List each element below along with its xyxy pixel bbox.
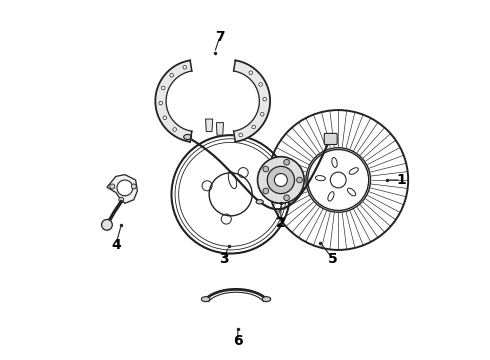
Text: 4: 4 bbox=[111, 238, 121, 252]
Circle shape bbox=[110, 184, 115, 189]
Ellipse shape bbox=[328, 192, 334, 201]
Ellipse shape bbox=[347, 188, 356, 196]
Polygon shape bbox=[155, 60, 192, 142]
Ellipse shape bbox=[228, 171, 237, 189]
Circle shape bbox=[259, 83, 263, 86]
Text: 6: 6 bbox=[233, 334, 243, 348]
Circle shape bbox=[263, 166, 269, 172]
Circle shape bbox=[170, 73, 173, 77]
Circle shape bbox=[131, 184, 136, 189]
Circle shape bbox=[101, 220, 112, 230]
Circle shape bbox=[263, 188, 269, 194]
Circle shape bbox=[306, 148, 370, 212]
Circle shape bbox=[238, 168, 248, 177]
Circle shape bbox=[249, 71, 252, 75]
Circle shape bbox=[172, 135, 290, 253]
Circle shape bbox=[263, 98, 267, 101]
Circle shape bbox=[330, 172, 346, 188]
Ellipse shape bbox=[349, 168, 358, 174]
Ellipse shape bbox=[262, 297, 270, 302]
Circle shape bbox=[267, 166, 294, 194]
Circle shape bbox=[258, 157, 304, 203]
Circle shape bbox=[274, 174, 287, 186]
Circle shape bbox=[239, 133, 243, 137]
Text: 2: 2 bbox=[276, 216, 286, 230]
Circle shape bbox=[161, 86, 165, 90]
Ellipse shape bbox=[184, 134, 192, 139]
Circle shape bbox=[183, 66, 187, 69]
Text: 5: 5 bbox=[328, 252, 338, 266]
Text: 3: 3 bbox=[219, 252, 228, 266]
Circle shape bbox=[163, 116, 167, 120]
Ellipse shape bbox=[332, 158, 337, 167]
FancyBboxPatch shape bbox=[324, 134, 337, 144]
Polygon shape bbox=[205, 119, 213, 132]
Circle shape bbox=[159, 101, 163, 105]
Circle shape bbox=[173, 128, 176, 131]
Circle shape bbox=[296, 177, 302, 183]
Circle shape bbox=[260, 112, 264, 116]
Circle shape bbox=[119, 197, 124, 202]
Polygon shape bbox=[216, 123, 223, 135]
Circle shape bbox=[252, 125, 255, 129]
Circle shape bbox=[284, 195, 290, 201]
Text: 7: 7 bbox=[215, 30, 225, 44]
Polygon shape bbox=[107, 175, 137, 203]
Ellipse shape bbox=[256, 200, 263, 204]
Ellipse shape bbox=[201, 297, 210, 302]
Text: 1: 1 bbox=[396, 173, 406, 187]
Circle shape bbox=[284, 159, 290, 165]
Ellipse shape bbox=[316, 176, 325, 181]
Circle shape bbox=[117, 180, 133, 196]
Circle shape bbox=[202, 181, 212, 191]
Polygon shape bbox=[234, 60, 270, 142]
Circle shape bbox=[221, 214, 231, 224]
